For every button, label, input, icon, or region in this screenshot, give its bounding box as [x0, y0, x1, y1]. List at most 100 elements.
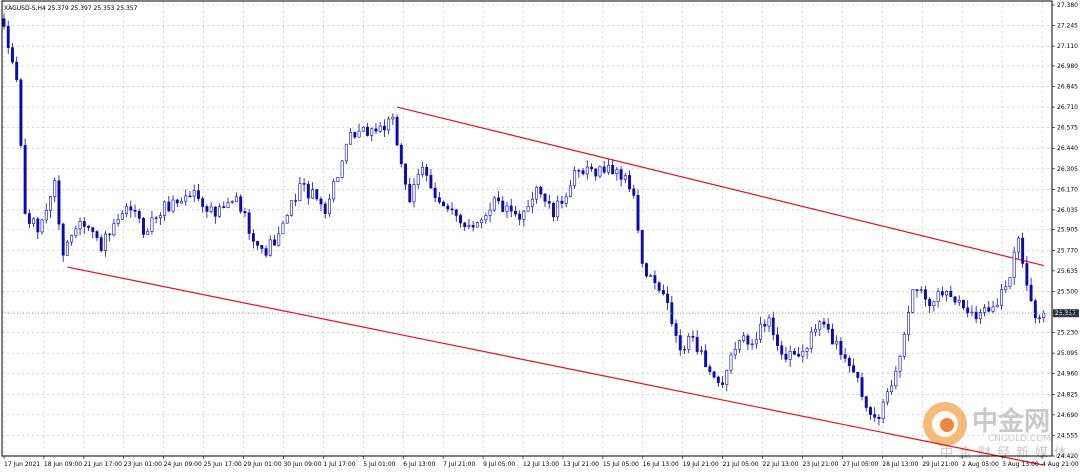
candle — [40, 218, 44, 235]
candle — [847, 355, 851, 373]
candle — [890, 379, 894, 395]
candle — [577, 168, 581, 178]
candle — [843, 347, 847, 363]
candle-body — [843, 354, 847, 359]
candle — [691, 330, 695, 343]
candle-body — [644, 263, 648, 277]
candle — [699, 345, 703, 355]
candle — [425, 164, 429, 182]
candle — [366, 123, 369, 137]
candle — [497, 191, 500, 205]
candle-body — [847, 358, 851, 366]
y-tick-label: 25.770 — [1057, 247, 1078, 254]
candle — [1008, 277, 1012, 290]
candle-body — [399, 144, 403, 165]
candle — [378, 121, 382, 134]
x-tick-label: 3 Aug 13:00 — [1002, 461, 1039, 468]
candle — [750, 339, 754, 350]
candle-body — [467, 225, 471, 228]
candle — [319, 196, 323, 212]
candle-body — [759, 323, 763, 340]
candle-body — [112, 223, 116, 236]
candle-body — [619, 169, 623, 180]
candle-body — [513, 210, 517, 215]
candle — [416, 168, 420, 189]
candle — [82, 217, 86, 234]
candle — [957, 295, 961, 307]
candle — [91, 227, 95, 239]
candle — [256, 240, 260, 250]
candle — [509, 198, 513, 218]
x-tick-label: 24 Jun 09:00 — [164, 461, 202, 468]
candle-body — [158, 215, 162, 219]
candle — [205, 204, 209, 218]
candle — [581, 168, 585, 176]
candle-body — [788, 350, 792, 360]
watermark-sub: 中金财经新媒体 — [940, 445, 1073, 461]
upper-channel-line[interactable] — [396, 106, 1044, 267]
candle — [450, 202, 454, 215]
candle-body — [150, 217, 154, 232]
x-tick-label: 28 Jul 13:00 — [882, 461, 918, 468]
candle-body — [412, 184, 416, 203]
x-tick-label: 16 Jul 13:00 — [643, 461, 679, 468]
watermark-brand: 中金网 — [972, 406, 1050, 437]
candle — [822, 317, 826, 329]
candle — [513, 205, 517, 217]
candle — [543, 193, 547, 207]
candle-body — [196, 190, 200, 199]
candle — [437, 191, 441, 205]
candle — [142, 216, 145, 239]
candle — [78, 217, 82, 236]
candle — [945, 290, 949, 302]
x-tick-label: 5 Jul 01:00 — [363, 461, 395, 468]
candle — [1004, 280, 1008, 293]
candle — [560, 195, 564, 209]
candle-body — [273, 239, 276, 246]
candle-body — [1033, 300, 1037, 319]
candle — [585, 160, 589, 180]
candle-body — [142, 218, 145, 235]
candle-body — [564, 196, 568, 204]
candle — [340, 159, 344, 179]
candle — [712, 371, 716, 379]
y-tick-label: 26.170 — [1057, 186, 1078, 193]
candle-body — [733, 348, 737, 356]
candle-body — [19, 79, 23, 146]
candle-body — [450, 208, 454, 211]
candle-body — [349, 132, 353, 145]
candle-body — [661, 290, 665, 295]
candle — [196, 183, 200, 202]
candle-body — [653, 275, 657, 283]
candle-body — [826, 323, 830, 330]
candle-body — [674, 323, 678, 336]
candle-body — [289, 200, 293, 216]
lower-channel-line[interactable] — [67, 266, 1044, 466]
candle-body — [57, 180, 61, 225]
y-tick-label: 27.245 — [1057, 23, 1078, 30]
candle — [788, 345, 792, 367]
candle — [966, 300, 970, 318]
y-tick-label: 25.095 — [1057, 350, 1078, 357]
candle-body — [890, 385, 894, 392]
candle — [928, 297, 932, 314]
candle — [1033, 298, 1037, 324]
candle-body — [251, 233, 255, 242]
candle-body — [945, 290, 949, 296]
candle-body — [213, 206, 217, 217]
candle-body — [818, 321, 822, 330]
candle-body — [429, 175, 433, 189]
candle-body — [340, 160, 344, 178]
candle-body — [974, 311, 978, 320]
candle — [594, 168, 598, 181]
watermark-url: CNGOLD.COM — [988, 434, 1051, 444]
candle-body — [91, 227, 95, 232]
candle — [1021, 232, 1025, 268]
candle-body — [632, 188, 636, 196]
y-tick-label: 24.690 — [1057, 412, 1078, 419]
candle-body — [699, 350, 703, 352]
candle-body — [784, 353, 788, 360]
candle-body — [940, 291, 944, 296]
